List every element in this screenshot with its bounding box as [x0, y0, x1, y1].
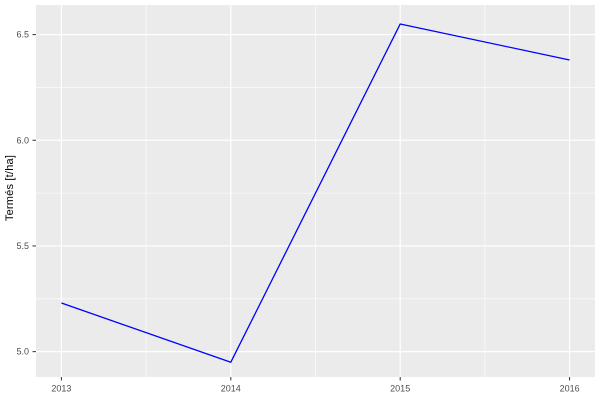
x-tick-label: 2015 [390, 384, 410, 394]
y-tick-label: 6.0 [16, 135, 29, 145]
y-tick-label: 5.0 [16, 347, 29, 357]
y-axis-title: Termés [t/ha] [4, 154, 16, 222]
x-tick-label: 2016 [560, 384, 580, 394]
y-tick-label: 6.5 [16, 30, 29, 40]
x-tick-label: 2013 [51, 384, 71, 394]
y-tick-label: 5.5 [16, 241, 29, 251]
x-tick-label: 2014 [221, 384, 241, 394]
data-line-series [61, 23, 570, 363]
